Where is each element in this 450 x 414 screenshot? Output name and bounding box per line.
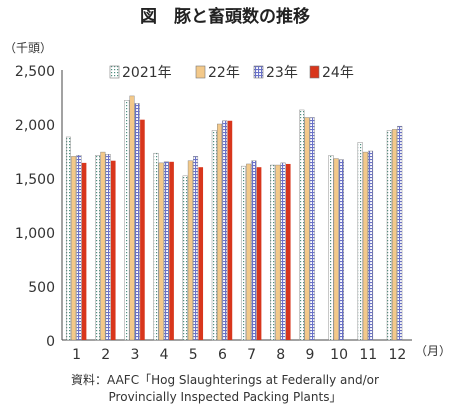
legend-label: 23年	[266, 65, 298, 81]
bar	[105, 154, 111, 341]
x-tick-label: 8	[276, 347, 285, 363]
bar	[280, 162, 286, 341]
y-tick-label: 500	[28, 280, 55, 296]
bar	[270, 164, 276, 341]
x-tick-label: 10	[330, 347, 348, 363]
legend-label: 22年	[208, 65, 240, 81]
bar	[285, 163, 291, 340]
x-tick-label: 2	[101, 347, 110, 363]
x-tick-label: 9	[305, 347, 314, 363]
legend-swatch	[109, 65, 120, 79]
legend-swatch	[195, 65, 206, 79]
bar	[256, 167, 262, 340]
y-tick-label: 2,000	[15, 118, 55, 134]
bar	[76, 155, 82, 341]
bar	[163, 161, 169, 341]
bar	[328, 155, 334, 341]
bar	[198, 167, 204, 340]
bar	[357, 142, 363, 341]
bar	[304, 117, 310, 341]
bar	[153, 152, 159, 341]
bar	[71, 156, 77, 341]
bar	[368, 150, 374, 341]
legend-label: 2021年	[122, 65, 172, 81]
bar	[397, 125, 403, 341]
bar	[386, 130, 392, 341]
bar	[309, 117, 315, 341]
bar	[100, 151, 106, 341]
bar	[193, 156, 199, 341]
bar	[134, 103, 140, 341]
bar	[182, 175, 188, 341]
y-tick-label: 1,000	[15, 226, 55, 242]
bar	[392, 129, 398, 341]
legend-label: 24年	[322, 65, 354, 81]
bar	[140, 119, 145, 341]
bar	[110, 160, 116, 340]
bar	[124, 100, 130, 341]
x-tick-label: 7	[247, 347, 256, 363]
source-line-1: 資料：AAFC「Hog Slaughterings at Federally a…	[71, 373, 379, 387]
y-tick-label: 0	[46, 334, 55, 350]
bar	[81, 162, 87, 340]
x-unit-label: （月）	[415, 344, 450, 358]
bar	[275, 164, 281, 341]
x-tick-label: 5	[189, 347, 198, 363]
x-tick-label: 1	[72, 347, 81, 363]
bar	[217, 123, 223, 341]
bar	[362, 151, 368, 341]
x-tick-label: 11	[359, 347, 377, 363]
bar	[299, 109, 305, 341]
chart-title: 図 豚と畜頭数の推移	[140, 6, 310, 27]
bar	[129, 95, 135, 341]
source-line-2: Provincially Inspected Packing Plants」	[109, 390, 342, 404]
bar	[211, 130, 217, 341]
bar	[158, 162, 164, 341]
x-tick-label: 3	[130, 347, 139, 363]
bar	[227, 120, 233, 340]
legend-swatch	[253, 65, 264, 79]
bar	[65, 136, 71, 341]
bar	[169, 161, 174, 340]
x-tick-label: 12	[389, 347, 407, 363]
y-unit-label: （千頭）	[4, 41, 52, 55]
bar	[338, 159, 344, 341]
y-tick-label: 2,500	[15, 64, 55, 80]
x-tick-label: 4	[160, 347, 169, 363]
bar	[251, 160, 257, 341]
bar	[187, 160, 193, 341]
bar	[95, 155, 101, 341]
bar	[240, 165, 246, 341]
x-tick-label: 6	[218, 347, 227, 363]
bar	[246, 163, 252, 341]
legend-swatch	[309, 65, 320, 79]
bar	[333, 158, 339, 341]
y-tick-label: 1,500	[15, 172, 55, 188]
bar	[222, 120, 228, 341]
